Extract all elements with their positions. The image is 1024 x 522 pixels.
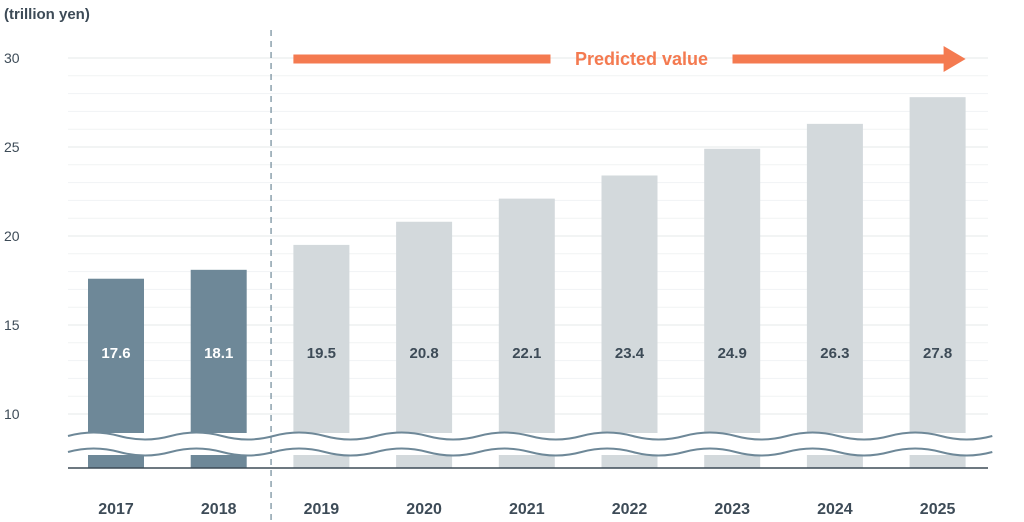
y-tick-label: 15 xyxy=(4,317,20,333)
data-label: 19.5 xyxy=(307,345,336,362)
data-label: 27.8 xyxy=(923,345,952,362)
data-label: 24.9 xyxy=(718,345,747,362)
axis-break-wave xyxy=(67,447,993,457)
data-label: 20.8 xyxy=(409,345,438,362)
x-tick-label: 2020 xyxy=(406,501,442,518)
predicted-annotation: Predicted value xyxy=(575,49,708,69)
y-tick-label: 30 xyxy=(4,50,20,66)
bar xyxy=(909,97,966,468)
x-tick-label: 2017 xyxy=(98,501,134,518)
x-tick-label: 2023 xyxy=(714,501,750,518)
x-tick-label: 2025 xyxy=(920,501,956,518)
x-tick-label: 2024 xyxy=(817,501,853,518)
x-tick-label: 2019 xyxy=(304,501,340,518)
data-label: 18.1 xyxy=(204,345,233,362)
bar xyxy=(396,221,453,468)
data-label: 26.3 xyxy=(820,345,849,362)
axis-break-wave xyxy=(67,431,993,441)
y-tick-label: 25 xyxy=(4,139,20,155)
y-tick-label: 20 xyxy=(4,228,20,244)
x-tick-label: 2022 xyxy=(612,501,648,518)
data-label: 22.1 xyxy=(512,345,541,362)
unit-label: (trillion yen) xyxy=(4,6,90,23)
y-tick-label: 10 xyxy=(4,406,20,422)
x-tick-label: 2021 xyxy=(509,501,545,518)
bar xyxy=(704,148,761,468)
x-tick-label: 2018 xyxy=(201,501,237,518)
predicted-arrow-head xyxy=(943,46,966,72)
data-label: 17.6 xyxy=(101,345,130,362)
bar xyxy=(806,123,863,469)
bar xyxy=(601,175,658,469)
bar xyxy=(293,244,350,468)
bar xyxy=(498,198,555,468)
data-label: 23.4 xyxy=(615,345,645,362)
